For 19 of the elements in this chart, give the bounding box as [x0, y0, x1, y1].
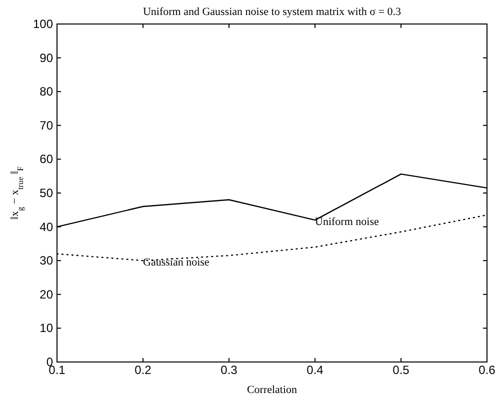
x-tick-label: 0.4 [306, 363, 324, 377]
x-tick-label: 0.5 [392, 363, 410, 377]
x-tick-label: 0.3 [220, 363, 238, 377]
x-tick-label: 0.2 [134, 363, 152, 377]
chart-title: Uniform and Gaussian noise to system matrix with σ = 0.3 [142, 6, 402, 18]
y-tick-label: 60 [40, 152, 54, 166]
y-tick-label: 90 [40, 50, 54, 65]
y-tick-label: 30 [40, 254, 54, 268]
y-tick-label: 80 [40, 84, 54, 99]
y-tick-label: 40 [40, 220, 54, 234]
y-tick-label: 70 [40, 118, 54, 132]
series-label: Gaussian noise [143, 256, 210, 269]
x-tick-label: 0.6 [478, 363, 495, 377]
y-tick-label: 10 [40, 321, 54, 336]
x-axis-title: Correlation [246, 384, 298, 396]
series-label: Uniform noise [315, 216, 379, 228]
y-tick-label: 100 [32, 17, 54, 31]
y-tick-label: 50 [40, 186, 54, 200]
y-tick-label: 20 [40, 287, 54, 302]
